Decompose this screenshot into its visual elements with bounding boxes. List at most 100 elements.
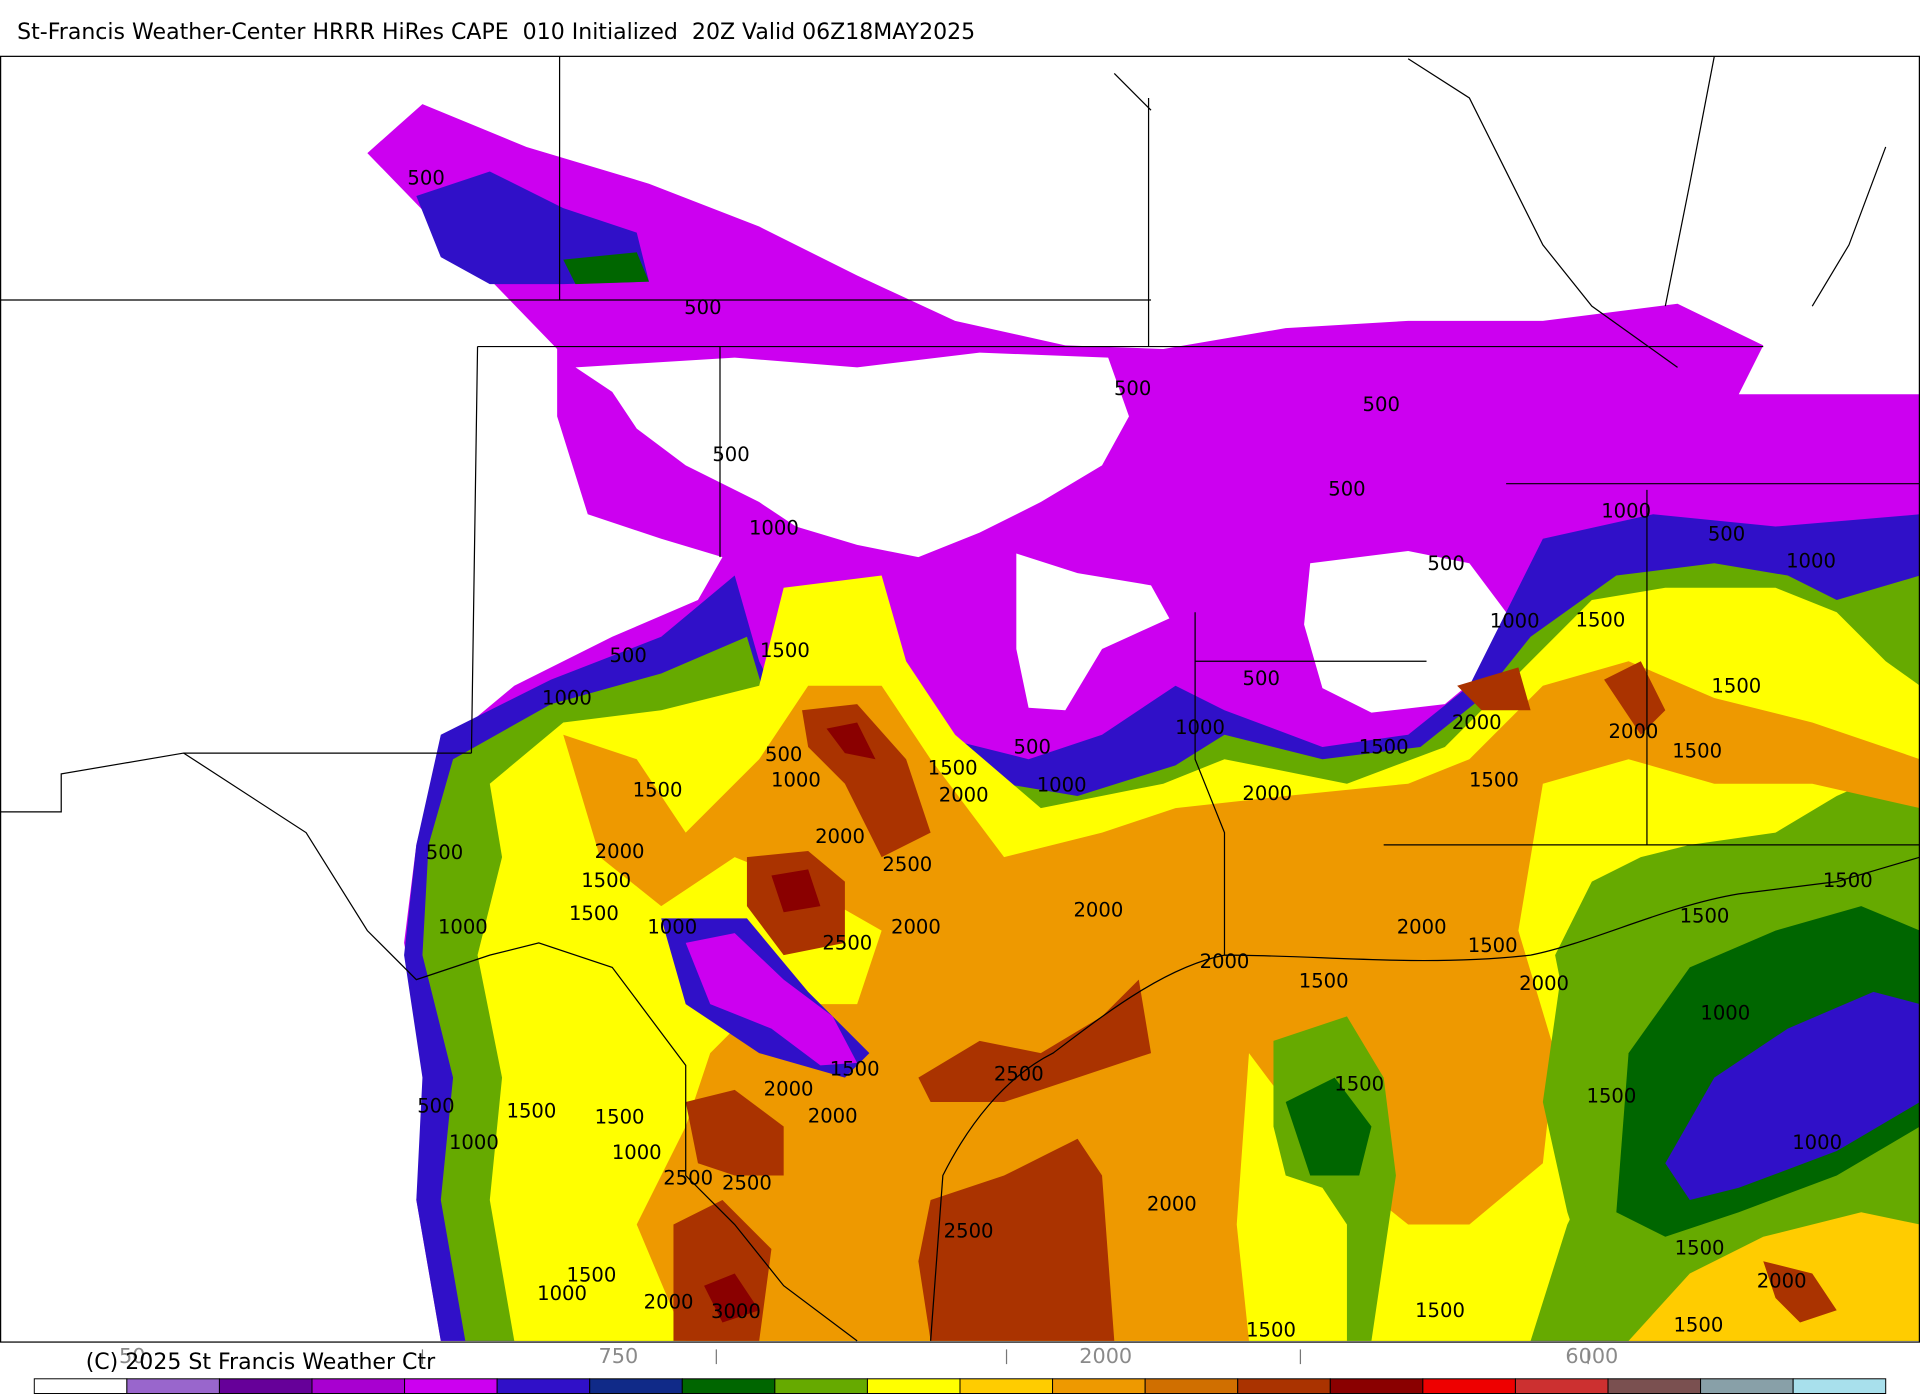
cape-region: [685, 933, 858, 1066]
contour-label: 2000: [1147, 1192, 1197, 1215]
color-box: [1422, 1378, 1516, 1394]
contour-label: 500: [426, 841, 463, 864]
contour-label: 1000: [771, 769, 821, 792]
contour-label: 1000: [542, 687, 592, 710]
contour-label: 1000: [1786, 550, 1836, 573]
contour-label: 2000: [891, 916, 941, 939]
contour-label: 500: [407, 166, 444, 189]
contour-label: 1500: [633, 779, 683, 802]
color-box: [33, 1378, 128, 1394]
color-box: [404, 1378, 498, 1394]
contour-label: 500: [1014, 736, 1051, 759]
contour-label: 500: [1427, 552, 1464, 575]
color-box: [311, 1378, 406, 1394]
contour-label: 1500: [1299, 970, 1349, 993]
contour-label: 500: [684, 296, 721, 319]
contour-label: 1000: [647, 916, 697, 939]
contour-label: 1000: [438, 916, 488, 939]
contour-label: 1500: [1823, 869, 1873, 892]
contour-label: 500: [765, 743, 802, 766]
color-box: [1607, 1378, 1702, 1394]
contour-label: 1500: [830, 1058, 880, 1081]
contour-label: 2500: [822, 932, 872, 955]
color-box: [1237, 1378, 1331, 1394]
contour-label: 1500: [1415, 1299, 1465, 1322]
color-box: [1329, 1378, 1424, 1394]
contour-label: 2500: [722, 1172, 772, 1195]
color-box: [959, 1378, 1054, 1394]
contour-label: 2000: [1200, 950, 1250, 973]
contour-label: 1000: [537, 1282, 587, 1305]
contour-label: 1500: [567, 1263, 617, 1286]
contour-label: 500: [712, 443, 749, 466]
contour-label: 1500: [507, 1099, 557, 1122]
contour-label: 500: [609, 644, 646, 667]
copyright: (C) 2025 St Francis Weather Ctr: [86, 1350, 436, 1375]
color-box: [1514, 1378, 1609, 1394]
color-box: [218, 1378, 313, 1394]
contour-label: 2500: [663, 1167, 713, 1190]
color-box: [866, 1378, 961, 1394]
color-box: [774, 1378, 868, 1394]
no-cape: [575, 352, 1129, 558]
contour-label: 1000: [1175, 716, 1225, 739]
contour-label: 1000: [1792, 1131, 1842, 1154]
contour-label: 2000: [1242, 782, 1292, 805]
contour-label: 2000: [764, 1077, 814, 1100]
contour-label: 1500: [569, 902, 619, 925]
contour-label: 500: [1328, 477, 1365, 500]
map-title: St-Francis Weather-Center HRRR HiRes CAP…: [17, 20, 975, 45]
contour-label: 500: [417, 1094, 454, 1117]
contour-labels: 500 500 500 500 500 500 1000 1000 500 1000 500 1000…: [407, 166, 1872, 1341]
map-frame: [0, 55, 1920, 1343]
colorbar-label: 2000: [1079, 1344, 1132, 1368]
contour-label: 2000: [644, 1290, 694, 1313]
contour-label: 500: [1114, 377, 1151, 400]
contour-label: 1000: [449, 1131, 499, 1154]
contour-label: 1500: [1587, 1085, 1637, 1108]
contour-label: 1500: [595, 1105, 645, 1128]
contour-label: 1500: [1469, 769, 1519, 792]
contour-label: 2000: [1519, 972, 1569, 995]
contour-label: 1500: [1246, 1319, 1296, 1342]
contour-label: 1500: [1468, 934, 1518, 957]
color-box: [589, 1378, 683, 1394]
contour-label: 500: [1243, 667, 1280, 690]
contour-label: 2500: [944, 1219, 994, 1242]
contour-label: 1000: [1490, 610, 1540, 633]
contour-label: 2000: [1609, 720, 1659, 743]
contour-label: 1500: [760, 639, 810, 662]
contour-label: 1500: [581, 869, 631, 892]
contour-label: 2000: [1757, 1270, 1807, 1293]
contour-label: 1000: [1037, 774, 1087, 797]
contour-label: 3000: [711, 1300, 761, 1323]
contour-label: 1500: [1672, 739, 1722, 762]
contour-label: 2000: [1073, 899, 1123, 922]
contour-label: 1000: [612, 1141, 662, 1164]
contour-label: 1000: [749, 517, 799, 540]
contour-label: 2000: [808, 1104, 858, 1127]
contour-label: 1500: [1680, 905, 1730, 928]
state-border: [0, 56, 1920, 956]
cape-region: [1285, 1077, 1372, 1176]
contour-label: 1000: [1601, 499, 1651, 522]
colorbar-label: 50: [119, 1344, 145, 1368]
country-border: [183, 752, 858, 1342]
contour-label: 500: [1708, 523, 1745, 546]
color-box: [126, 1378, 220, 1394]
color-box: [1792, 1378, 1887, 1394]
contour-label: 1500: [1575, 608, 1625, 631]
contour-label: 2500: [994, 1063, 1044, 1086]
color-box: [1144, 1378, 1239, 1394]
color-box: [681, 1378, 776, 1394]
cape-region: [1665, 991, 1920, 1201]
colorbar-label: 750: [599, 1344, 639, 1368]
contour-label: 1000: [1700, 1001, 1750, 1024]
contour-label: 1500: [1711, 674, 1761, 697]
contour-label: 500: [1363, 393, 1400, 416]
no-cape: [1304, 551, 1507, 713]
no-cape: [1016, 553, 1170, 711]
contour-label: 2000: [1452, 711, 1502, 734]
